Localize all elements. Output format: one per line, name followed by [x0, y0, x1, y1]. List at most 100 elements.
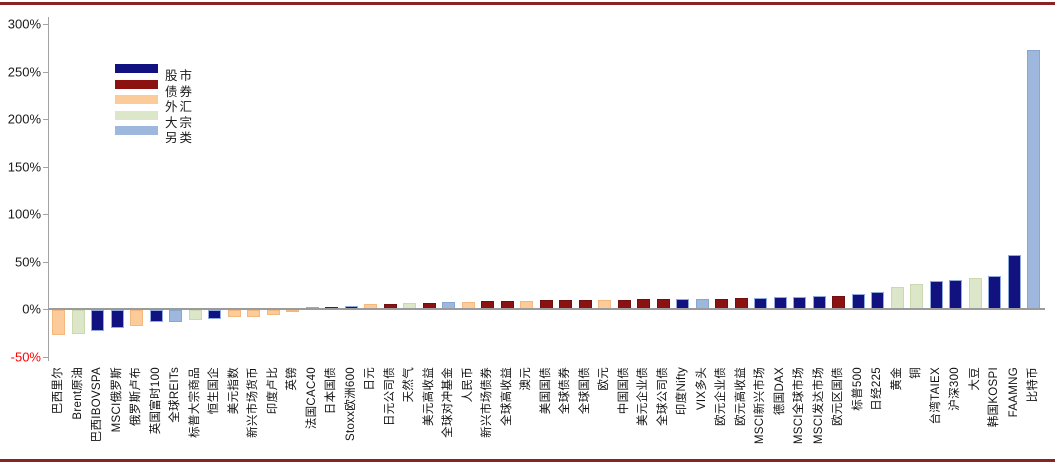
legend-swatch-icon [115, 126, 158, 136]
y-tick-mark [43, 119, 48, 120]
x-label-标普500: 标普500 [851, 367, 864, 411]
bar-日经225 [871, 291, 884, 309]
x-label-日经225: 日经225 [871, 367, 883, 411]
y-tick-mark [43, 214, 48, 215]
x-label-全球债券: 全球债券 [559, 367, 571, 415]
y-tick-label: 0% [22, 301, 41, 317]
x-label-全球REITs: 全球REITs [169, 367, 181, 423]
x-label-德国DAX: 德国DAX [773, 367, 786, 416]
x-label-Stoxx欧洲600: Stoxx欧洲600 [344, 367, 357, 441]
y-axis-line [48, 17, 49, 361]
x-label-MSCI发达市场: MSCI发达市场 [812, 367, 825, 445]
x-label-MSCI全球市场: MSCI全球市场 [793, 367, 805, 445]
x-label-全球高收益: 全球高收益 [500, 367, 513, 426]
bar-台湾TAIEX [929, 281, 943, 309]
x-label-印度卢比: 印度卢比 [266, 367, 279, 415]
x-label-印度Nifty: 印度Nifty [676, 367, 688, 416]
bar-FAAMNG [1007, 254, 1021, 309]
x-label-韩国KOSPI: 韩国KOSPI [988, 367, 1000, 428]
top-rule [0, 2, 1055, 5]
x-label-俄罗斯卢布: 俄罗斯卢布 [130, 367, 142, 426]
bar-大豆 [968, 277, 982, 309]
y-tick-label: 250% [7, 64, 41, 79]
x-label-大豆: 大豆 [968, 367, 981, 391]
x-label-欧元高收益: 欧元高收益 [734, 367, 747, 426]
x-label-中国国债: 中国国债 [617, 367, 630, 415]
y-tick-mark [43, 71, 48, 73]
x-label-新兴市场货币: 新兴市场货币 [247, 367, 259, 438]
x-label-台湾TAIEX: 台湾TAIEX [929, 367, 942, 425]
x-label-英国富时100: 英国富时100 [149, 367, 162, 435]
x-label-日元公司债: 日元公司债 [383, 367, 396, 426]
y-tick-mark [43, 261, 48, 263]
x-label-人民币: 人民币 [461, 367, 474, 403]
x-label-比特币: 比特币 [1027, 367, 1039, 403]
bar-美元指数 [227, 310, 241, 318]
bar-全球REITs [169, 310, 182, 322]
x-label-Brent原油: Brent原油 [71, 367, 84, 420]
bar-巴西IBOVSPA [91, 310, 104, 331]
bar-巴西里尔 [52, 310, 65, 335]
y-tick-mark [43, 166, 48, 168]
x-label-日元: 日元 [364, 367, 376, 391]
bar-标普大宗商品 [188, 310, 202, 320]
y-tick-label: 100% [7, 206, 41, 222]
x-label-铜: 铜 [910, 367, 922, 379]
bar-恒生国企 [208, 310, 221, 320]
x-label-全球公司债: 全球公司债 [656, 367, 669, 426]
x-label-法国CAC40: 法国CAC40 [305, 367, 318, 430]
legend-label: 股市 [165, 69, 195, 83]
x-label-MSCI新兴市场: MSCI新兴市场 [754, 367, 766, 445]
x-label-VIX多头: VIX多头 [695, 367, 708, 411]
x-label-新兴市场债券: 新兴市场债券 [481, 367, 493, 438]
bar-Brent原油 [71, 310, 85, 334]
x-label-标普大宗商品: 标普大宗商品 [188, 367, 201, 438]
x-label-天然气: 天然气 [403, 367, 415, 403]
x-label-恒生国企: 恒生国企 [208, 367, 220, 415]
bar-英镑 [286, 310, 299, 313]
x-label-全球对冲基金: 全球对冲基金 [442, 367, 454, 438]
legend-label: 大宗 [165, 115, 195, 130]
bar-俄罗斯卢布 [130, 310, 143, 326]
x-label-美国国债: 美国国债 [539, 367, 552, 415]
x-label-美元高收益: 美元高收益 [422, 367, 435, 426]
legend-swatch-icon [115, 79, 158, 89]
x-label-沪深300: 沪深300 [949, 367, 961, 411]
x-label-巴西里尔: 巴西里尔 [52, 367, 64, 415]
x-label-欧元企业债: 欧元企业债 [715, 367, 727, 426]
x-label-澳元: 澳元 [520, 367, 532, 391]
bar-英国富时100 [149, 310, 163, 323]
bar-标普500 [851, 294, 865, 309]
x-label-黄金: 黄金 [890, 367, 903, 391]
bottom-rule [0, 459, 1055, 462]
x-label-巴西IBOVSPA: 巴西IBOVSPA [91, 367, 103, 443]
bar-新兴市场货币 [247, 310, 260, 317]
x-label-日本国债: 日本国债 [325, 367, 337, 415]
x-label-欧元: 欧元 [598, 367, 610, 391]
x-label-美元指数: 美元指数 [227, 367, 240, 415]
bar-印度卢比 [266, 310, 280, 315]
y-tick-label: -50% [10, 349, 41, 364]
bar-沪深300 [949, 279, 962, 309]
x-label-欧元区国债: 欧元区国债 [832, 367, 844, 426]
bar-比特币 [1027, 49, 1040, 309]
y-tick-label: 300% [7, 16, 41, 32]
x-axis-zero-line [48, 308, 1045, 310]
y-tick-mark [43, 356, 48, 358]
legend-label: 外汇 [165, 100, 195, 115]
bar-MSCI俄罗斯 [110, 310, 124, 329]
x-label-MSCI俄罗斯: MSCI俄罗斯 [110, 367, 123, 433]
legend-label: 另类 [165, 131, 195, 146]
bar-韩国KOSPI [988, 275, 1001, 309]
legend-swatch-icon [115, 110, 158, 120]
y-tick-label: 50% [14, 254, 41, 269]
x-label-FAAMNG: FAAMNG [1007, 367, 1020, 418]
y-tick-mark [43, 24, 48, 25]
y-tick-label: 200% [7, 111, 41, 127]
legend-label: 债券 [165, 84, 195, 99]
bar-欧元区国债 [832, 295, 845, 309]
bar-黄金 [890, 287, 904, 309]
x-label-美元企业债: 美元企业债 [637, 367, 649, 426]
x-label-全球国债: 全球国债 [578, 367, 591, 415]
